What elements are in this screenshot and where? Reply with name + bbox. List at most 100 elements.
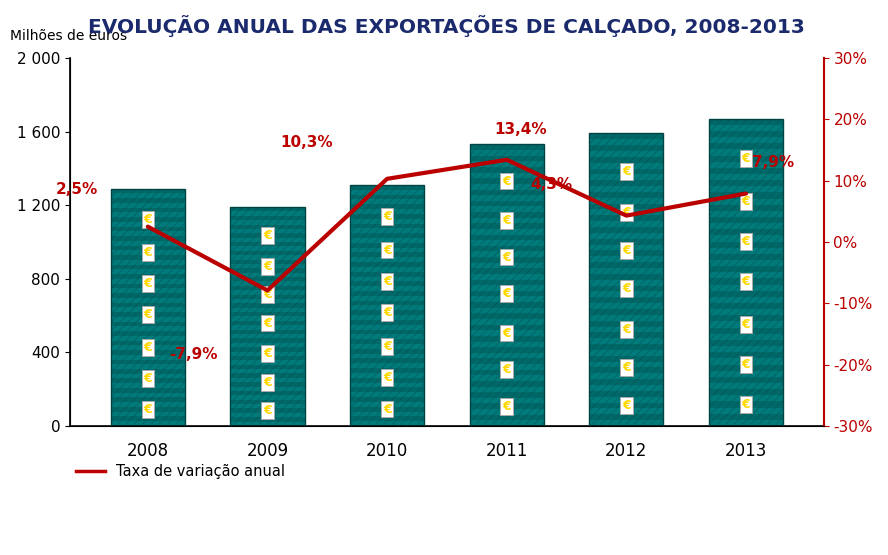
- Bar: [350, 392, 424, 397]
- Text: 7,9%: 7,9%: [752, 155, 794, 170]
- Bar: [470, 235, 543, 240]
- Text: €: €: [263, 316, 272, 330]
- Bar: [709, 315, 783, 321]
- Bar: [470, 302, 543, 307]
- Bar: [590, 157, 663, 163]
- Bar: [590, 315, 663, 321]
- Bar: [350, 238, 424, 243]
- Bar: [590, 285, 663, 291]
- Bar: [470, 156, 543, 162]
- Text: €: €: [741, 275, 750, 288]
- Bar: [590, 133, 663, 426]
- Bar: [470, 189, 543, 195]
- Bar: [470, 218, 543, 223]
- Bar: [350, 407, 424, 411]
- Bar: [111, 364, 185, 369]
- Bar: [230, 334, 305, 339]
- Bar: [230, 260, 305, 264]
- Bar: [709, 119, 783, 426]
- Bar: [230, 343, 305, 347]
- Bar: [470, 415, 543, 420]
- Bar: [350, 349, 424, 354]
- Bar: [470, 296, 543, 302]
- Bar: [111, 350, 185, 355]
- Bar: [111, 198, 185, 203]
- Bar: [350, 359, 424, 364]
- Bar: [709, 365, 783, 371]
- Bar: [590, 174, 663, 180]
- Bar: [230, 299, 305, 304]
- Text: €: €: [503, 214, 511, 227]
- Bar: [709, 297, 783, 303]
- Bar: [709, 193, 783, 199]
- Text: €: €: [503, 326, 511, 340]
- Bar: [590, 332, 663, 338]
- Text: €: €: [622, 282, 630, 295]
- Bar: [350, 267, 424, 272]
- Bar: [709, 174, 783, 180]
- Bar: [111, 421, 185, 426]
- Bar: [590, 391, 663, 397]
- Bar: [350, 373, 424, 378]
- Bar: [470, 307, 543, 314]
- Bar: [709, 217, 783, 223]
- Bar: [230, 330, 305, 334]
- Bar: [470, 291, 543, 296]
- Bar: [709, 395, 783, 401]
- Bar: [350, 402, 424, 407]
- Bar: [230, 404, 305, 408]
- Text: €: €: [263, 376, 272, 388]
- Bar: [470, 381, 543, 387]
- Bar: [230, 369, 305, 374]
- Bar: [470, 364, 543, 370]
- Bar: [590, 420, 663, 426]
- Bar: [470, 184, 543, 189]
- Text: €: €: [503, 250, 511, 264]
- Bar: [709, 321, 783, 327]
- Bar: [111, 293, 185, 298]
- Bar: [709, 143, 783, 149]
- Bar: [350, 258, 424, 262]
- Bar: [470, 263, 543, 268]
- Bar: [470, 178, 543, 184]
- Bar: [709, 149, 783, 155]
- Text: €: €: [383, 306, 392, 319]
- Bar: [350, 387, 424, 392]
- Bar: [230, 273, 305, 277]
- Bar: [470, 229, 543, 235]
- Bar: [111, 226, 185, 231]
- Bar: [111, 284, 185, 288]
- Bar: [111, 379, 185, 384]
- Bar: [230, 264, 305, 268]
- Bar: [590, 280, 663, 285]
- Bar: [350, 310, 424, 315]
- Bar: [709, 119, 783, 426]
- Bar: [709, 223, 783, 229]
- Text: €: €: [383, 244, 392, 256]
- Bar: [111, 416, 185, 421]
- Text: €: €: [263, 404, 272, 417]
- Bar: [350, 416, 424, 421]
- Bar: [590, 215, 663, 221]
- Text: 2,5%: 2,5%: [55, 183, 98, 198]
- Bar: [709, 199, 783, 205]
- Bar: [350, 195, 424, 199]
- Text: €: €: [503, 175, 511, 188]
- Bar: [709, 340, 783, 346]
- Text: €: €: [144, 277, 152, 290]
- Bar: [470, 325, 543, 330]
- Bar: [111, 236, 185, 241]
- Bar: [350, 272, 424, 276]
- Bar: [230, 207, 305, 211]
- Bar: [230, 408, 305, 413]
- Bar: [230, 325, 305, 330]
- Bar: [230, 281, 305, 286]
- Bar: [590, 350, 663, 356]
- Bar: [709, 137, 783, 143]
- Bar: [470, 280, 543, 285]
- Bar: [111, 374, 185, 379]
- Bar: [230, 417, 305, 422]
- Text: €: €: [741, 358, 750, 371]
- Bar: [590, 239, 663, 245]
- Bar: [111, 241, 185, 245]
